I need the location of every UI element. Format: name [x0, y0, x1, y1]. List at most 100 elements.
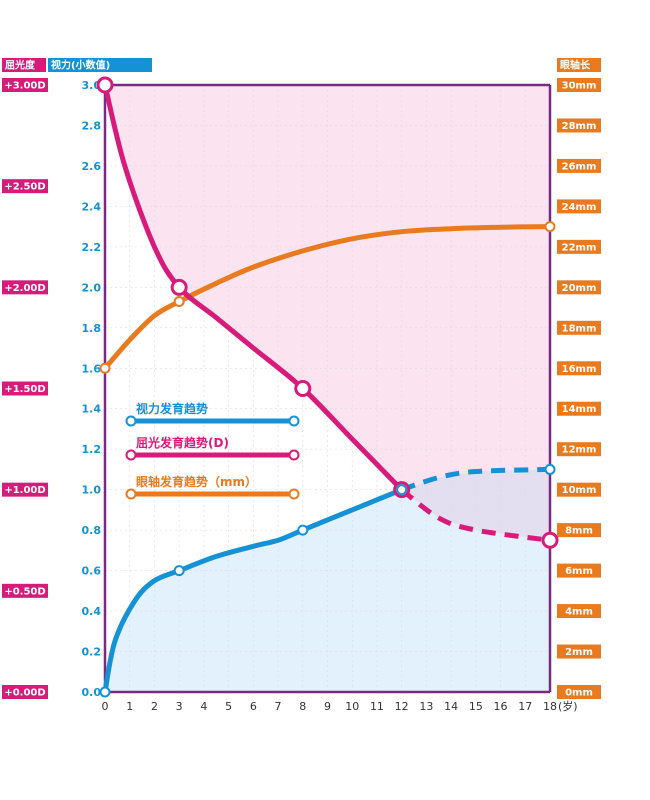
- right-tick: 8mm: [557, 523, 601, 538]
- left-outer-tick-text: +1.50D: [4, 384, 45, 395]
- left-inner-tick: 1.4: [82, 403, 102, 416]
- x-tick: 18: [543, 700, 557, 713]
- right-tick-bg: [557, 158, 601, 173]
- x-tick: 3: [176, 700, 183, 713]
- right-tick-text: 4mm: [565, 607, 593, 618]
- refraction-fill-area: [105, 85, 550, 541]
- x-tick: 16: [494, 700, 508, 713]
- chart-markers: [96, 76, 559, 698]
- series-axial-line: [102, 224, 553, 371]
- chart-series: [102, 82, 553, 695]
- left-outer-tick: +3.00D: [2, 78, 48, 92]
- right-tick-text: 30mm: [562, 81, 597, 92]
- right-tick-bg: [557, 78, 601, 92]
- right-tick: 18mm: [557, 320, 601, 335]
- x-tick: 10: [345, 700, 359, 713]
- right-tick-bg: [557, 604, 601, 619]
- vision-marker: [544, 463, 556, 475]
- right-axis-title: 眼轴长: [557, 58, 601, 72]
- left-outer-tick: +1.00D: [2, 482, 48, 497]
- left-outer-tick: +2.00D: [2, 280, 48, 295]
- x-tick: 8: [299, 700, 306, 713]
- legend-marker-start-refraction: [125, 449, 137, 461]
- legend-item-vision: 视力发育趋势: [125, 401, 300, 427]
- left-inner-tick: 1.2: [82, 443, 102, 456]
- left-inner-axis-title: 视力(小数值): [48, 58, 152, 72]
- axial-marker: [99, 362, 111, 374]
- right-tick-text: 6mm: [565, 566, 593, 577]
- left-outer-axis-title-text: 屈光度: [5, 59, 36, 72]
- legend-item-refraction: 屈光发育趋势(D): [125, 435, 300, 461]
- refraction-marker: [294, 380, 312, 397]
- left-outer-tick-bg: [2, 583, 48, 598]
- right-tick: 20mm: [557, 280, 601, 295]
- right-tick: 26mm: [557, 158, 601, 173]
- right-tick: 28mm: [557, 118, 601, 133]
- left-outer-tick-bg: [2, 179, 48, 194]
- right-tick-bg: [557, 239, 601, 254]
- x-tick: 15: [469, 700, 483, 713]
- chart-frame: [103, 83, 552, 694]
- left-inner-tick: 0.0: [82, 686, 102, 699]
- right-tick-text: 14mm: [562, 404, 597, 415]
- vision-marker: [297, 524, 309, 536]
- right-tick-bg: [557, 280, 601, 295]
- right-tick: 4mm: [557, 604, 601, 619]
- vision-marker: [173, 565, 185, 577]
- right-tick-bg: [557, 563, 601, 578]
- series-vision-projection: [400, 466, 551, 493]
- left-inner-tick: 1.0: [82, 484, 102, 497]
- right-tick: 22mm: [557, 239, 601, 254]
- left-inner-tick: 2.4: [82, 200, 102, 213]
- right-tick-bg: [557, 442, 601, 457]
- left-inner-tick: 2.6: [82, 160, 102, 173]
- legend-label-axial: 眼轴发育趋势（mm）: [136, 474, 257, 489]
- x-tick: 2: [151, 700, 158, 713]
- x-tick: 14: [444, 700, 458, 713]
- axial-marker: [173, 295, 185, 307]
- chart-axes: 屈光度 视力(小数值) 眼轴长 +0.00D +0.50D +1.00D +1.50D +2.…: [2, 58, 601, 713]
- x-tick: 1: [126, 700, 133, 713]
- right-tick-text: 28mm: [562, 121, 597, 132]
- x-tick: 0: [102, 700, 109, 713]
- right-tick-text: 22mm: [562, 242, 597, 253]
- left-inner-tick: 0.2: [82, 646, 102, 659]
- left-outer-tick-text: +2.00D: [4, 283, 45, 294]
- left-outer-tick-text: +3.00D: [4, 81, 45, 92]
- right-tick: 0mm: [557, 685, 601, 699]
- right-axis-title-bg: [557, 58, 601, 72]
- legend-label-refraction: 屈光发育趋势(D): [136, 435, 229, 450]
- right-tick: 10mm: [557, 482, 601, 497]
- left-outer-tick: +1.50D: [2, 381, 48, 396]
- left-inner-tick: 2.0: [82, 281, 102, 294]
- x-tick: 9: [324, 700, 331, 713]
- left-outer-tick-bg: [2, 381, 48, 396]
- x-axis-unit: (岁): [558, 699, 578, 713]
- left-outer-axis-title-bg: [2, 58, 46, 72]
- x-tick: 11: [370, 700, 384, 713]
- legend-item-axial: 眼轴发育趋势（mm）: [125, 474, 300, 500]
- left-outer-tick-text: +2.50D: [4, 182, 45, 193]
- chart-grid: [105, 84, 550, 693]
- right-tick: 30mm: [557, 78, 601, 92]
- right-tick: 14mm: [557, 401, 601, 416]
- right-tick-bg: [557, 199, 601, 214]
- right-tick-text: 18mm: [562, 323, 597, 334]
- right-tick-bg: [557, 685, 601, 699]
- left-outer-tick-text: +1.00D: [4, 485, 45, 496]
- x-tick: 5: [225, 700, 232, 713]
- right-tick-text: 10mm: [562, 485, 597, 496]
- left-inner-axis-title-bg: [48, 58, 152, 72]
- right-tick: 2mm: [557, 644, 601, 659]
- left-inner-tick: 1.8: [82, 322, 102, 335]
- right-tick: 16mm: [557, 361, 601, 376]
- right-tick: 12mm: [557, 442, 601, 457]
- left-outer-tick-bg: [2, 685, 48, 699]
- x-tick: 4: [200, 700, 207, 713]
- right-tick: 24mm: [557, 199, 601, 214]
- left-inner-tick: 0.8: [82, 524, 102, 537]
- right-tick-text: 26mm: [562, 161, 597, 172]
- legend-label-vision: 视力发育趋势: [136, 401, 208, 416]
